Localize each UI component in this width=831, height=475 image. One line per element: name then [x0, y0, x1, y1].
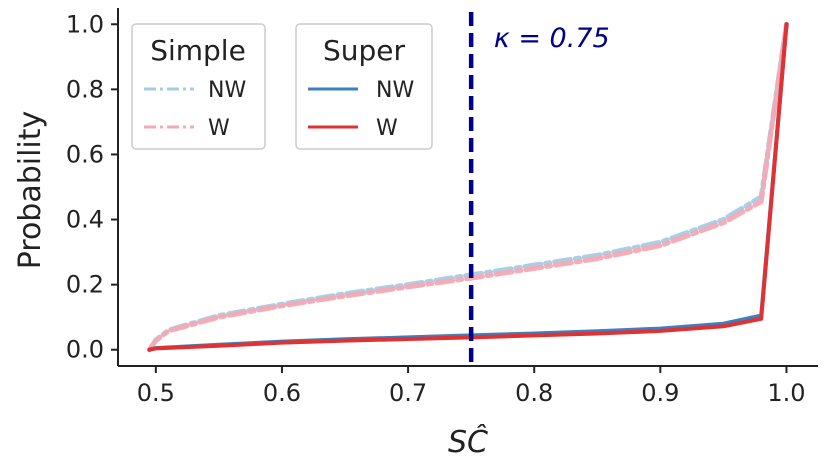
y-tick-label: 0.8 — [66, 75, 104, 103]
legend-super: Super NW W — [295, 23, 433, 150]
y-tick-label: 1.0 — [66, 10, 104, 38]
x-tick-label: 0.9 — [641, 379, 679, 407]
axes — [117, 8, 818, 367]
x-axis-title: SĈ — [448, 423, 488, 460]
y-tick-label: 0.4 — [66, 206, 104, 234]
y-ticks: 0.0 0.2 0.4 0.6 0.8 1.0 — [66, 10, 118, 364]
x-ticks: 0.5 0.6 0.7 0.8 0.9 1.0 — [137, 366, 806, 407]
y-tick-label: 0.0 — [66, 336, 104, 364]
legend-super-nw-label: NW — [376, 78, 414, 103]
x-tick-label: 1.0 — [767, 379, 805, 407]
legend-super-frame — [295, 23, 433, 150]
legend-simple: Simple NW W — [131, 23, 266, 150]
x-tick-label: 0.8 — [515, 379, 553, 407]
legend-super-title: Super — [323, 34, 406, 67]
legend-simple-frame — [131, 23, 266, 150]
kappa-annotation: κ = 0.75 — [494, 23, 610, 54]
x-tick-label: 0.6 — [263, 379, 301, 407]
y-axis-title: Probability — [13, 111, 48, 270]
legend-simple-nw-label: NW — [208, 78, 246, 103]
y-tick-label: 0.2 — [66, 271, 104, 299]
legend-super-w-label: W — [376, 116, 398, 141]
y-tick-label: 0.6 — [66, 140, 104, 168]
x-tick-label: 0.7 — [389, 379, 427, 407]
x-tick-label: 0.5 — [137, 379, 175, 407]
legend-simple-title: Simple — [150, 34, 246, 67]
legend-simple-w-label: W — [208, 116, 230, 141]
series-line-simple-w — [147, 21, 789, 353]
